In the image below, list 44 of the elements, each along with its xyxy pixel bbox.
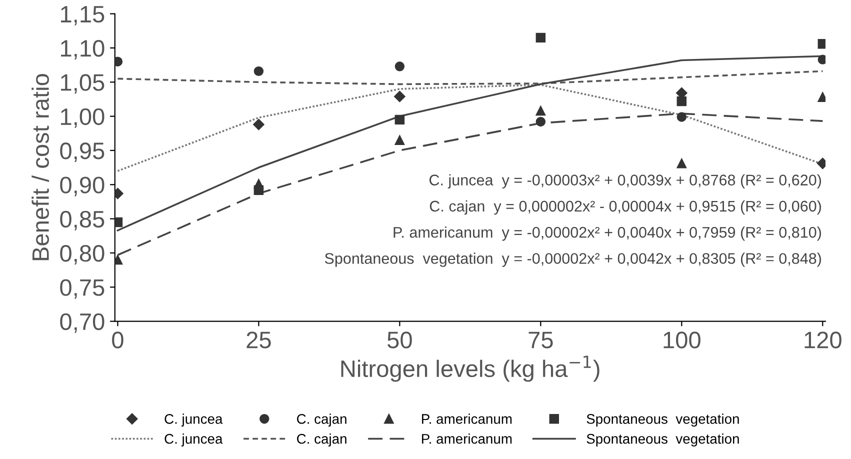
y-tick-label: 0,95 <box>60 142 104 162</box>
annotation: P. americanum y = -0,00002x² + 0,0040x + 0,7959 (R² = 0,810) <box>394 226 821 241</box>
annotation: Spontaneous vegetation y = -0,00002x² + 0,0042x + 0,8305 (R² = 0,848) <box>324 252 821 267</box>
point <box>254 66 264 76</box>
point <box>254 179 264 189</box>
point <box>394 90 406 102</box>
x-tick-label: 25 <box>246 332 271 348</box>
point <box>394 62 405 72</box>
annotation: C. cajan y = 0,000002x² - 0,00004x + 0,9515 (R² = 0,060) <box>430 200 821 215</box>
point <box>394 114 405 125</box>
point <box>536 106 546 116</box>
annotation: C. juncea y = -0,00003x² + 0,0039x + 0,8768 (R² = 0,620) <box>429 174 821 188</box>
point <box>676 158 687 168</box>
legend-label: Spontaneous vegetation <box>586 414 739 427</box>
x-tick-label: 0 <box>112 332 124 348</box>
y-tick-label: 1,05 <box>61 74 104 94</box>
point <box>536 116 546 127</box>
x-axis-title: Nitrogen levels (kg ha$^{−1}$) <box>341 356 600 382</box>
y-tick-label: 1,15 <box>61 6 104 26</box>
legend-label: C. juncea <box>164 434 223 446</box>
y-tick-label: 0,90 <box>60 176 104 196</box>
point <box>676 96 687 106</box>
x-tick-label: 75 <box>528 332 553 348</box>
legend-label: C. cajan <box>297 414 346 427</box>
y-tick-label: 0,85 <box>60 210 104 230</box>
x-tick-label: 120 <box>804 332 842 348</box>
point <box>253 118 264 130</box>
y-axis-title: Benefit / cost ratio <box>32 74 49 260</box>
y-tick-label: 0,80 <box>60 245 104 265</box>
line-series <box>116 70 824 86</box>
point <box>394 135 405 146</box>
x-tick-label: 100 <box>664 332 700 348</box>
legend-label: Spontaneous vegetation <box>586 434 739 446</box>
point <box>676 112 687 122</box>
legend-label: P. americanum <box>422 434 512 444</box>
legend-label: C. cajan <box>297 434 346 446</box>
y-tick-label: 1,00 <box>61 108 104 128</box>
point <box>536 32 546 43</box>
x-tick-label: 50 <box>387 332 412 348</box>
legend-label: C. juncea <box>164 414 223 427</box>
y-tick-label: 1,10 <box>61 40 104 60</box>
legend-label: P. americanum <box>422 414 512 424</box>
y-tick-label: 0,70 <box>60 313 104 333</box>
y-tick-label: 0,75 <box>60 279 104 299</box>
